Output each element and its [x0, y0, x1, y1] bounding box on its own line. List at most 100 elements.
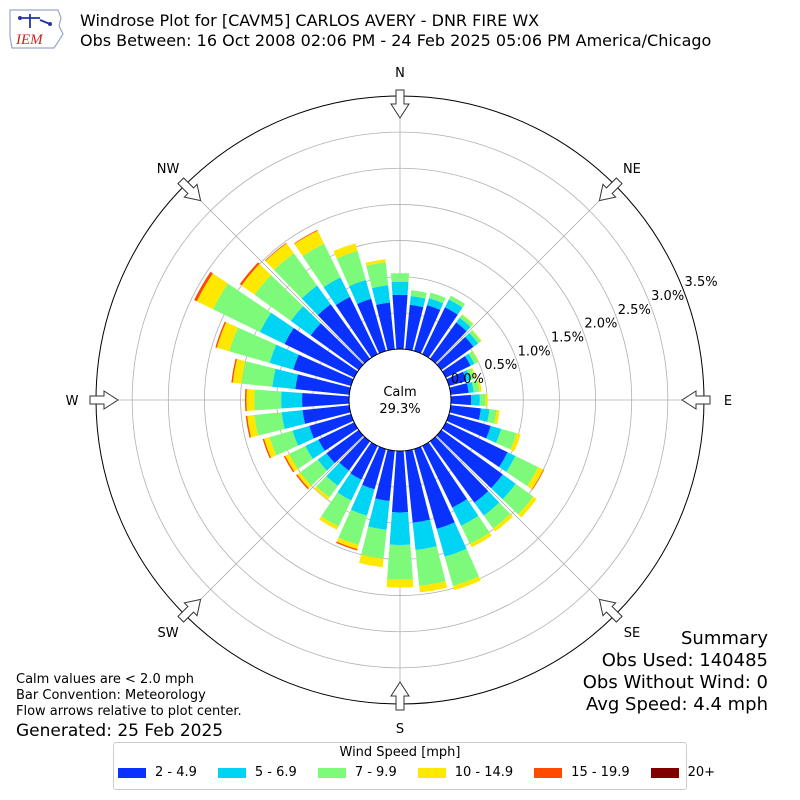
bar-segment	[264, 437, 277, 458]
bar-segment	[409, 296, 426, 308]
bar-segment	[429, 292, 446, 304]
bar-segment	[366, 262, 389, 289]
bar-segment	[326, 462, 349, 486]
bar-segment	[390, 273, 410, 283]
bar-segment	[486, 425, 502, 443]
bar-segment	[241, 361, 276, 387]
bar-segment	[302, 392, 350, 408]
summary-obs-without-wind: Obs Without Wind: 0	[582, 672, 768, 693]
bar-segment	[350, 442, 378, 480]
bar-segment	[317, 453, 335, 471]
bar-segment	[265, 243, 294, 270]
bar-segment	[459, 314, 474, 328]
bar-segment	[335, 296, 378, 358]
radial-tick-label: 3.5%	[685, 275, 718, 290]
bar-segment	[244, 388, 247, 412]
radial-tick-label: 0.5%	[484, 358, 517, 373]
bar-segment	[289, 445, 313, 470]
legend-swatch	[417, 767, 446, 778]
flow-note: Flow arrows relative to plot center.	[16, 704, 242, 719]
bar-segment	[239, 262, 260, 286]
bar-segment	[336, 250, 366, 287]
bar-segment	[269, 344, 299, 370]
bar-segment	[444, 548, 479, 587]
bar-segment	[301, 285, 331, 316]
bar-segment	[483, 502, 511, 529]
bar-segment	[518, 496, 537, 518]
bars	[194, 229, 545, 593]
legend-item: 2 - 4.9	[118, 765, 197, 780]
legend-item: 15 - 19.9	[534, 765, 630, 780]
bar-segment	[461, 314, 474, 325]
summary-avg-speed: Avg Speed: 4.4 mph	[586, 694, 768, 715]
bar-segment	[216, 322, 238, 352]
legend-label: 7 - 9.9	[354, 765, 397, 780]
bar-segment	[292, 425, 314, 446]
bar-segment	[472, 350, 480, 362]
bar-segment	[254, 412, 285, 436]
bar-segment	[293, 354, 354, 387]
bar-segment	[284, 328, 358, 378]
bar-segment	[290, 306, 321, 336]
bar-segment	[510, 433, 521, 452]
bar-segment	[376, 302, 395, 351]
bar-segment	[283, 455, 295, 473]
bar-segment	[478, 408, 490, 422]
bar-segment	[194, 271, 213, 302]
bar-segment	[296, 474, 309, 490]
legend: Wind Speed [mph] 2 - 4.9 5 - 6.9 7 - 9.9 10…	[113, 742, 715, 790]
bar-segment	[485, 393, 488, 407]
bar-segment	[422, 442, 468, 508]
bar-segment	[470, 367, 477, 379]
bar-segment	[532, 469, 545, 490]
bar-segment	[361, 526, 387, 559]
legend-item: 5 - 6.9	[217, 765, 297, 780]
radial-tick-label: 2.0%	[584, 317, 617, 332]
compass-label: W	[66, 394, 79, 409]
radial-tick-labels: 0.0%0.5%1.0%1.5%2.0%2.5%3.0%3.5%	[451, 275, 718, 387]
bar-segment	[436, 429, 503, 489]
bar-segment	[300, 459, 328, 486]
bar-segment	[295, 374, 351, 395]
bar-segment	[281, 410, 305, 429]
summary: Summary Obs Used: 140485 Obs Without Win…	[583, 628, 768, 716]
bar-segment	[371, 285, 390, 305]
bar-segment	[469, 532, 492, 548]
bar-segment	[479, 393, 486, 407]
bar-segment	[449, 383, 469, 395]
bar-segment	[196, 273, 228, 310]
bar-segment	[375, 449, 395, 502]
grid-spoke	[184, 184, 365, 365]
legend-swatch	[317, 767, 346, 778]
title-line-2: Obs Between: 16 Oct 2008 02:06 PM - 24 F…	[80, 31, 712, 50]
summary-title: Summary	[681, 628, 768, 649]
bar-segment	[449, 405, 481, 420]
compass-label: NW	[157, 162, 180, 177]
bar-segment	[415, 546, 446, 586]
bar-segment	[264, 242, 287, 262]
bar-segment	[391, 281, 409, 296]
iem-logo: IEM	[6, 6, 66, 52]
bar-segment	[259, 312, 294, 344]
bar-segment	[254, 274, 304, 321]
bar-segment	[469, 330, 482, 344]
calm-note: Calm values are < 2.0 mph	[16, 672, 195, 687]
bar-segment	[436, 336, 474, 371]
bar-segment	[429, 436, 489, 503]
bar-segment	[337, 473, 362, 501]
title-line-1: Windrose Plot for [CAVM5] CARLOS AVERY -…	[80, 11, 540, 30]
bar-segment	[412, 519, 437, 550]
bar-segment	[477, 380, 482, 392]
bar-segment	[436, 522, 467, 557]
bar-segment	[269, 430, 299, 456]
bar-segment	[452, 576, 481, 591]
bar-segment	[405, 449, 431, 523]
bar-segment	[463, 370, 471, 382]
legend-label: 15 - 19.9	[571, 765, 630, 780]
bar-segment	[314, 486, 330, 500]
bar-segment	[241, 263, 271, 295]
compass-label: SE	[624, 626, 640, 641]
logo-text: IEM	[15, 32, 44, 48]
bar-segment	[448, 295, 466, 308]
bar-segment	[467, 368, 475, 380]
